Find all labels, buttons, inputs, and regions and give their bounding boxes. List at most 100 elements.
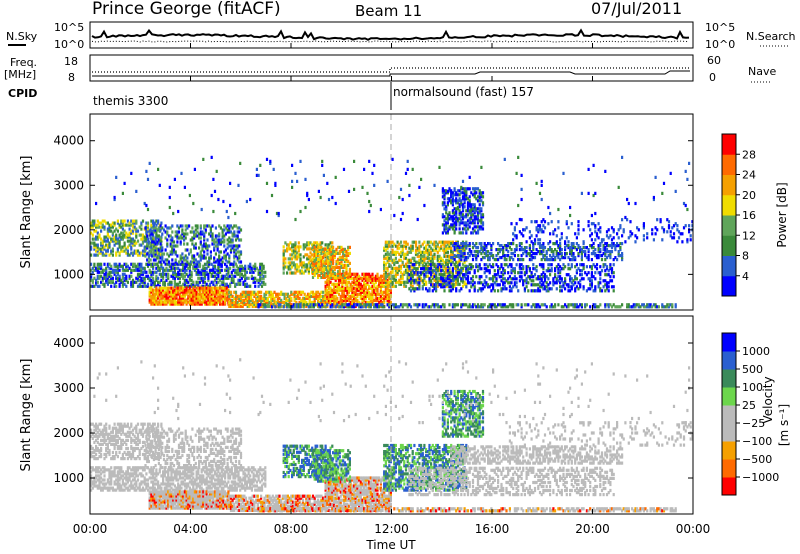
echo-cell (564, 248, 567, 252)
echo-cell (513, 267, 516, 271)
echo-cell (276, 292, 279, 296)
echo-cell (265, 290, 268, 294)
echo-cell (574, 256, 577, 260)
echo-cell (425, 287, 428, 291)
echo-cell (574, 246, 577, 250)
echo-cell (448, 225, 451, 229)
echo-cell (136, 249, 140, 253)
echo-cell (333, 275, 336, 279)
echo-cell (155, 276, 158, 280)
echo-cell (403, 270, 406, 274)
echo-cell (421, 260, 424, 264)
echo-cell (552, 242, 555, 246)
echo-cell (418, 260, 421, 264)
echo-cell (303, 296, 306, 300)
echo-cell (185, 286, 188, 290)
echo-cell (465, 195, 468, 199)
echo-cell (198, 286, 202, 290)
echo-cell (334, 300, 337, 304)
echo-cell (93, 237, 96, 241)
echo-cell (388, 262, 391, 266)
echo-cell (177, 288, 180, 292)
frequency-left-label: Freq. (10, 56, 37, 69)
echo-cell (471, 258, 475, 262)
echo-cell (478, 219, 481, 223)
echo-cell (386, 290, 389, 294)
echo-cell (244, 296, 248, 300)
echo-cell (363, 274, 366, 278)
echo-cell (542, 250, 545, 254)
echo-cell (423, 240, 426, 244)
echo-cell (374, 286, 377, 290)
echo-cell (282, 255, 285, 259)
echo-cell (248, 300, 251, 304)
echo-cell (361, 298, 364, 302)
echo-cell (246, 296, 249, 300)
echo-cell (244, 282, 247, 286)
echo-cell (150, 302, 153, 306)
echo-cell (116, 241, 119, 245)
echo-cell (100, 237, 103, 241)
echo-cell (430, 240, 433, 244)
echo-cell (460, 221, 463, 225)
echo-cell (229, 282, 232, 286)
echo-cell (130, 282, 133, 286)
echo-cell (450, 279, 453, 283)
echo-cell (368, 276, 371, 280)
echo-cell (116, 266, 119, 270)
echo-cell (420, 244, 423, 248)
echo-cell (182, 266, 185, 270)
echo-cell (327, 243, 331, 247)
echo-cell (237, 282, 240, 286)
echo-cell (414, 287, 418, 291)
echo-cell (96, 243, 99, 247)
echo-cell (167, 254, 171, 258)
echo-cell (391, 274, 394, 278)
echo-cell (621, 242, 624, 246)
echo-cell (257, 268, 260, 272)
echo-cell (103, 219, 106, 223)
echo-cell (475, 217, 478, 221)
echo-cell (475, 187, 478, 191)
echo-cell (214, 244, 217, 248)
echo-cell (203, 236, 206, 240)
echo-cell (399, 244, 403, 248)
echo-cell (478, 275, 481, 279)
echo-cell (141, 253, 145, 257)
echo-cell (334, 298, 337, 302)
echo-cell (406, 272, 409, 276)
echo-cell (476, 225, 480, 229)
echo-cell (396, 272, 399, 276)
echo-cell (557, 263, 560, 267)
echo-cell (376, 276, 379, 280)
echo-cell (125, 262, 128, 266)
echo-cell (226, 252, 229, 256)
echo-cell (270, 290, 273, 294)
echo-cell (559, 244, 562, 248)
echo-cell (237, 272, 240, 276)
echo-cell (532, 244, 535, 248)
echo-cell (125, 266, 128, 270)
echo-cell (363, 296, 366, 300)
echo-cell (190, 278, 193, 282)
echo-cell (570, 242, 573, 246)
echo-cell (188, 252, 191, 256)
echo-cell (560, 256, 563, 260)
echo-cell (353, 296, 356, 300)
echo-cell (116, 268, 119, 272)
echo-cell (480, 195, 483, 199)
echo-cell (244, 284, 247, 288)
echo-cell (255, 300, 258, 304)
echo-cell (105, 253, 108, 257)
echo-cell (130, 231, 133, 235)
echo-cell (194, 224, 197, 228)
echo-cell (426, 267, 429, 271)
echo-cell (344, 288, 347, 292)
echo-cell (356, 294, 359, 298)
echo-cell (192, 294, 195, 298)
echo-cell (443, 207, 446, 211)
echo-cell (190, 270, 193, 274)
echo-cell (207, 278, 210, 282)
echo-cell (141, 284, 145, 288)
echo-cell (172, 294, 175, 298)
